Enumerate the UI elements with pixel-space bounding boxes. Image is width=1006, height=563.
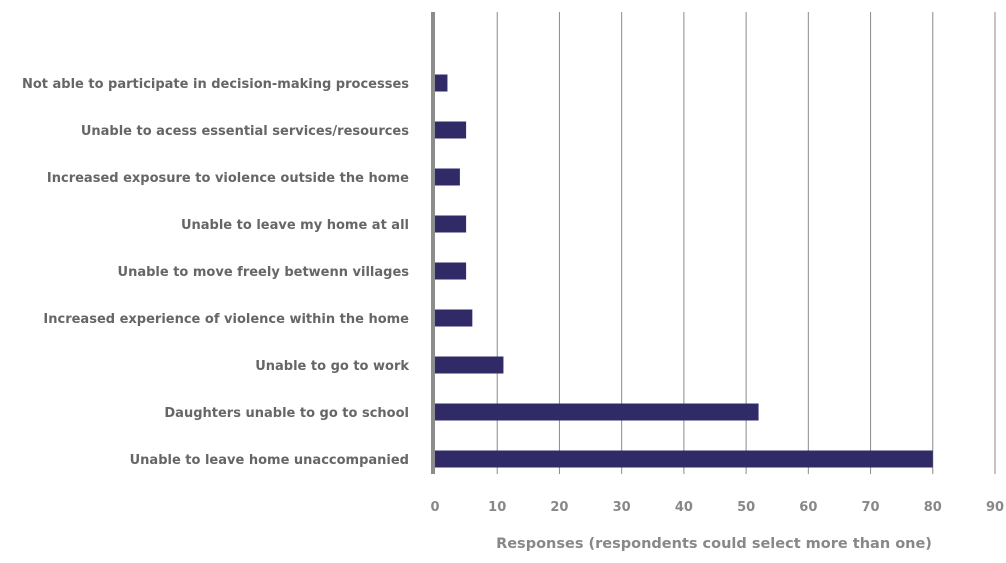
x-tick-label: 60 [799,500,817,515]
bar [435,121,467,139]
bar [435,403,759,421]
x-tick-label: 70 [862,500,880,515]
category-labels: Not able to participate in decision-maki… [22,77,409,468]
category-label: Unable to go to work [255,359,409,374]
bar [435,262,467,280]
category-label: Unable to leave my home at all [181,218,409,233]
gridlines [496,12,996,474]
category-label: Not able to participate in decision-maki… [22,77,409,92]
category-label: Increased exposure to violence outside t… [47,171,409,186]
x-tick-label: 30 [613,500,631,515]
category-label: Daughters unable to go to school [164,406,409,421]
category-label: Increased experience of violence within … [43,312,409,327]
x-tick-label: 40 [675,500,693,515]
x-tick-label: 80 [924,500,942,515]
x-axis-title: Responses (respondents could select more… [496,536,932,552]
bars [435,74,933,468]
bar [435,309,473,327]
x-tick-label: 50 [737,500,755,515]
category-label: Unable to leave home unaccompanied [130,453,409,468]
x-tick-label: 0 [430,500,439,515]
bar [435,215,467,233]
category-label: Unable to move freely betwenn villages [118,265,410,280]
bar [435,168,460,186]
category-label: Unable to acess essential services/resou… [81,124,409,139]
y-axis [431,12,435,474]
y-axis-line [431,12,435,474]
x-tick-label: 20 [550,500,568,515]
x-tick-label: 90 [986,500,1004,515]
bar [435,74,448,92]
bar [435,450,933,468]
x-tick-labels: 0 10 20 30 40 50 60 70 80 90 [430,500,1004,515]
x-tick-label: 10 [488,500,506,515]
bar [435,356,504,374]
